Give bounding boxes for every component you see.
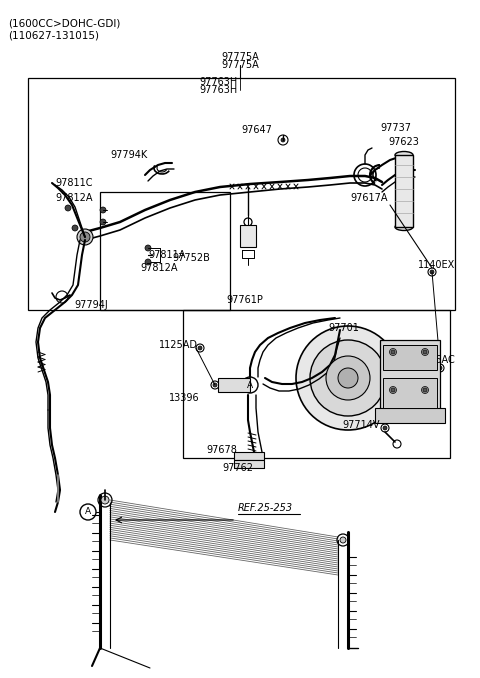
Circle shape (310, 340, 386, 416)
Circle shape (438, 366, 442, 370)
Circle shape (430, 270, 434, 274)
Bar (234, 452, 264, 460)
Text: 97623: 97623 (388, 137, 419, 147)
Ellipse shape (395, 151, 413, 159)
Text: 97775A: 97775A (221, 52, 259, 62)
Bar (380, 340, 440, 415)
Circle shape (338, 368, 358, 388)
Circle shape (389, 348, 396, 355)
Text: 97678: 97678 (206, 445, 238, 455)
Ellipse shape (395, 224, 413, 231)
Text: 97775A: 97775A (221, 60, 259, 70)
Text: 97812A: 97812A (140, 263, 178, 273)
Text: A: A (85, 508, 91, 517)
Circle shape (198, 346, 202, 350)
Bar (100, 192, 230, 310)
Text: 1140EX: 1140EX (418, 260, 455, 270)
Circle shape (100, 207, 106, 213)
Text: 1336AC: 1336AC (418, 355, 456, 365)
Text: 97762: 97762 (223, 463, 253, 473)
Text: 97617A: 97617A (350, 193, 387, 203)
Text: 97794K: 97794K (111, 150, 148, 160)
Circle shape (72, 225, 78, 231)
Bar (218, 378, 250, 392)
Circle shape (77, 229, 93, 245)
Text: 97752B: 97752B (172, 253, 210, 263)
Text: REF.25-253: REF.25-253 (238, 503, 293, 513)
Bar (383, 378, 437, 408)
Circle shape (326, 356, 370, 400)
Text: (1600CC>DOHC-GDI): (1600CC>DOHC-GDI) (8, 18, 120, 28)
Bar (234, 460, 264, 468)
Text: 97811A: 97811A (148, 250, 185, 260)
Bar (28, 78, 455, 310)
Circle shape (281, 138, 285, 142)
Circle shape (423, 350, 427, 354)
Text: 97811C: 97811C (55, 178, 93, 188)
Text: 13396: 13396 (169, 393, 200, 403)
Circle shape (391, 388, 395, 392)
Circle shape (65, 205, 71, 211)
Circle shape (145, 259, 151, 265)
Text: 97701: 97701 (328, 323, 359, 333)
Text: 97761P: 97761P (227, 295, 264, 305)
Circle shape (296, 326, 400, 430)
Text: 97763H: 97763H (199, 77, 237, 87)
Bar (395, 155, 413, 227)
Circle shape (423, 388, 427, 392)
Text: 97737: 97737 (380, 123, 411, 133)
Circle shape (213, 383, 217, 387)
Circle shape (389, 386, 396, 393)
Circle shape (391, 350, 395, 354)
Circle shape (101, 496, 109, 504)
Text: A: A (247, 380, 253, 389)
Circle shape (340, 537, 346, 543)
Text: 97763H: 97763H (199, 85, 237, 95)
Bar (375, 408, 445, 423)
Circle shape (383, 426, 387, 430)
Text: (110627-131015): (110627-131015) (8, 30, 99, 40)
Text: 97714V: 97714V (342, 420, 380, 430)
Circle shape (421, 386, 429, 393)
Text: 97812A: 97812A (55, 193, 93, 203)
Text: 97647: 97647 (241, 125, 272, 135)
Text: 97794J: 97794J (74, 300, 108, 310)
Bar (183, 310, 450, 458)
Bar (383, 345, 437, 370)
Circle shape (421, 348, 429, 355)
Circle shape (145, 245, 151, 251)
Text: 1125AD: 1125AD (159, 340, 198, 350)
Circle shape (100, 219, 106, 225)
Circle shape (80, 232, 90, 242)
Bar (240, 225, 256, 247)
